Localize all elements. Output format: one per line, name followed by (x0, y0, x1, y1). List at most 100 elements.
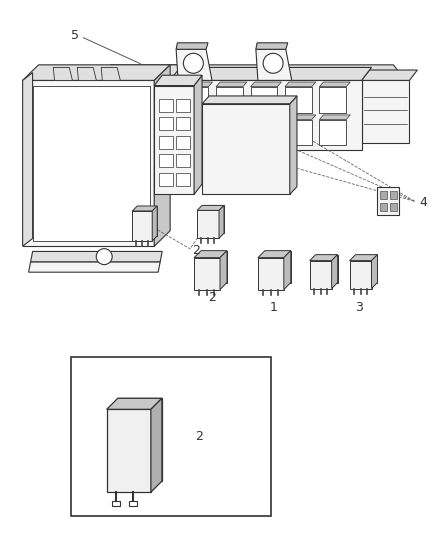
Bar (381, 191, 388, 199)
Polygon shape (310, 255, 338, 261)
Bar (176, 154, 190, 167)
Polygon shape (122, 80, 406, 106)
Bar (159, 173, 173, 185)
Bar (159, 135, 173, 149)
Bar (176, 173, 190, 185)
Polygon shape (216, 87, 243, 112)
Polygon shape (202, 205, 224, 233)
Polygon shape (182, 87, 208, 112)
Polygon shape (220, 251, 227, 289)
Polygon shape (284, 251, 291, 289)
Polygon shape (107, 409, 151, 492)
Polygon shape (194, 251, 227, 257)
Polygon shape (110, 65, 406, 80)
Polygon shape (256, 49, 292, 80)
Polygon shape (137, 206, 157, 236)
Text: 3: 3 (355, 301, 363, 314)
Polygon shape (319, 115, 350, 119)
Polygon shape (122, 65, 182, 106)
Polygon shape (378, 187, 399, 215)
Polygon shape (256, 43, 288, 49)
Polygon shape (265, 251, 291, 282)
Bar (159, 154, 173, 167)
Bar (129, 501, 137, 506)
Bar (176, 117, 190, 130)
Polygon shape (23, 80, 154, 246)
Polygon shape (285, 87, 312, 112)
Polygon shape (310, 261, 332, 288)
Text: 2: 2 (208, 291, 216, 304)
Bar (176, 99, 190, 112)
Polygon shape (258, 251, 291, 257)
Polygon shape (251, 87, 277, 112)
Polygon shape (361, 70, 417, 80)
Polygon shape (258, 257, 284, 289)
Polygon shape (319, 87, 346, 112)
Bar (176, 135, 190, 149)
Polygon shape (251, 115, 281, 119)
Polygon shape (219, 205, 224, 238)
Polygon shape (319, 82, 350, 87)
Polygon shape (77, 68, 96, 80)
Polygon shape (332, 255, 338, 288)
Polygon shape (201, 251, 227, 282)
Polygon shape (23, 72, 32, 246)
Bar (390, 203, 397, 211)
Polygon shape (197, 205, 224, 211)
Polygon shape (361, 80, 410, 143)
Polygon shape (151, 398, 162, 492)
Polygon shape (154, 65, 170, 246)
Polygon shape (319, 119, 346, 146)
Bar (112, 501, 120, 506)
Polygon shape (152, 206, 157, 241)
Polygon shape (194, 75, 202, 195)
Polygon shape (53, 68, 72, 80)
Polygon shape (32, 86, 150, 241)
Polygon shape (350, 255, 378, 261)
Polygon shape (202, 104, 290, 195)
Polygon shape (132, 206, 157, 211)
Polygon shape (194, 257, 220, 289)
Polygon shape (290, 96, 297, 195)
Polygon shape (170, 68, 371, 80)
Polygon shape (176, 43, 208, 49)
Circle shape (96, 249, 112, 264)
Bar (159, 99, 173, 112)
Polygon shape (28, 262, 160, 272)
Bar (159, 117, 173, 130)
Polygon shape (154, 86, 194, 195)
Text: 4: 4 (419, 196, 427, 209)
Polygon shape (285, 115, 316, 119)
Polygon shape (285, 119, 312, 146)
Bar (390, 191, 397, 199)
Polygon shape (350, 261, 371, 288)
Polygon shape (107, 398, 162, 409)
Polygon shape (132, 211, 152, 241)
Polygon shape (31, 252, 162, 262)
Text: 5: 5 (71, 29, 79, 42)
Text: 2: 2 (195, 430, 203, 443)
Circle shape (263, 53, 283, 73)
Polygon shape (251, 82, 281, 87)
Polygon shape (285, 82, 316, 87)
Polygon shape (182, 82, 212, 87)
Polygon shape (118, 398, 162, 481)
Polygon shape (170, 80, 361, 150)
Polygon shape (197, 211, 219, 238)
Text: 2: 2 (192, 244, 200, 257)
Polygon shape (356, 255, 378, 282)
Polygon shape (176, 49, 212, 80)
Polygon shape (216, 82, 247, 87)
Polygon shape (23, 65, 170, 80)
Polygon shape (154, 75, 202, 86)
Text: 1: 1 (270, 301, 278, 314)
Polygon shape (251, 119, 277, 146)
Bar (381, 203, 388, 211)
Polygon shape (316, 255, 338, 282)
Polygon shape (202, 96, 297, 104)
Polygon shape (101, 68, 120, 80)
Polygon shape (216, 115, 247, 119)
Circle shape (184, 53, 203, 73)
Polygon shape (371, 255, 378, 288)
Polygon shape (182, 115, 212, 119)
